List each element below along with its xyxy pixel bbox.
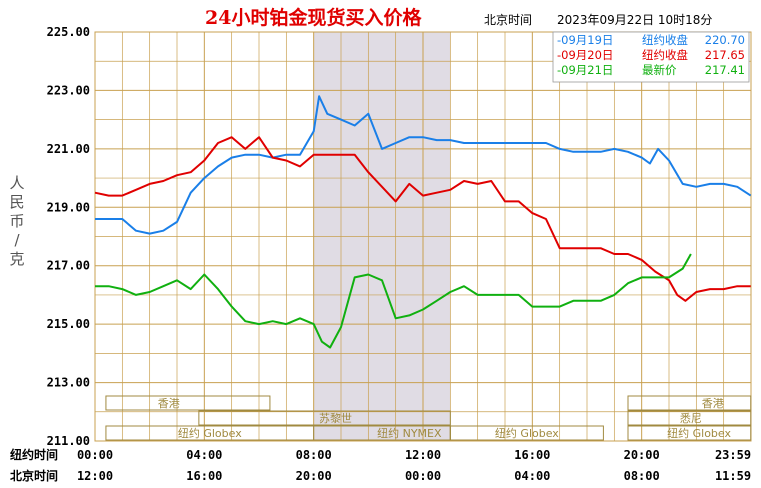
y-unit-char: 克 (9, 250, 24, 268)
x-tick-ny: 20:00 (624, 448, 660, 462)
session-label: 纽约 NYMEX (377, 426, 442, 440)
x-tick-bj: 20:00 (296, 469, 332, 483)
legend-date: -09月19日 (557, 33, 613, 47)
session-label: 纽约 Globex (178, 426, 242, 440)
legend-date: -09月21日 (557, 63, 613, 77)
x-tick-bj: 11:59 (715, 469, 751, 483)
y-unit-char: 币 (9, 212, 24, 230)
session-bar (627, 410, 752, 426)
y-tick-label: 225.00 (47, 25, 90, 39)
legend-value: 217.41 (705, 63, 745, 77)
session-label: 苏黎世 (319, 411, 352, 425)
y-tick-label: 219.00 (47, 200, 90, 214)
x-tick-ny: 16:00 (514, 448, 550, 462)
chart-grid (94, 31, 752, 442)
series-line-2 (94, 136, 751, 302)
x-row-label-bj: 北京时间 (10, 468, 58, 483)
x-tick-bj: 12:00 (77, 469, 113, 483)
session-label: 纽约 Globex (495, 426, 559, 440)
y-tick-label: 223.00 (47, 83, 90, 97)
x-tick-bj: 00:00 (405, 469, 441, 483)
x-tick-ny: 08:00 (296, 448, 332, 462)
y-tick-label: 211.00 (47, 434, 90, 448)
session-bar (449, 425, 604, 441)
session-label: 香港 (158, 397, 180, 410)
y-unit-char: / (14, 231, 20, 249)
legend-date: -09月20日 (557, 48, 613, 62)
session-bar (105, 395, 271, 411)
timezone-label: 北京时间 (484, 13, 532, 27)
y-tick-label: 213.00 (47, 376, 90, 390)
legend-box (552, 31, 750, 83)
session-bar (627, 425, 752, 441)
x-tick-ny: 23:59 (715, 448, 751, 462)
y-unit-char: 民 (9, 193, 24, 211)
x-tick-ny: 00:00 (77, 448, 113, 462)
legend-text: 最新价 (642, 63, 677, 77)
update-timestamp: 2023年09月22日 10时18分 (557, 13, 712, 27)
session-label: 纽约 Globex (667, 426, 731, 440)
series-line-1 (95, 95, 752, 235)
session-label: 悉尼 (680, 412, 702, 425)
chart-title: 24小时铂金现货买入价格 (205, 6, 422, 29)
x-tick-bj: 08:00 (624, 469, 660, 483)
x-tick-ny: 12:00 (405, 448, 441, 462)
x-tick-bj: 04:00 (514, 469, 550, 483)
plot-frame (94, 31, 752, 442)
legend-text: 纽约收盘 (642, 33, 688, 47)
series-line-3 (95, 253, 692, 349)
x-row-label-ny: 纽约时间 (10, 447, 58, 462)
session-label: 香港 (702, 397, 724, 410)
x-tick-ny: 04:00 (186, 448, 222, 462)
legend-value: 217.65 (705, 48, 745, 62)
legend-text: 纽约收盘 (642, 48, 688, 62)
chart-series (94, 95, 752, 349)
x-tick-bj: 16:00 (186, 469, 222, 483)
legend-entries: -09月19日 纽约收盘 220.70-09月20日 纽约收盘 217.65-09月21… (557, 33, 745, 77)
y-tick-label: 221.00 (47, 142, 90, 156)
y-tick-label: 215.00 (47, 317, 90, 331)
y-tick-label: 217.00 (47, 259, 90, 273)
session-bar (627, 395, 752, 411)
chart-text: 225.00 223.00 221.00 219.00 217.00 215.00 213.… (9, 25, 751, 483)
legend-value: 220.70 (705, 33, 745, 47)
y-unit-char: 人 (9, 174, 24, 192)
session-bar (198, 410, 451, 426)
